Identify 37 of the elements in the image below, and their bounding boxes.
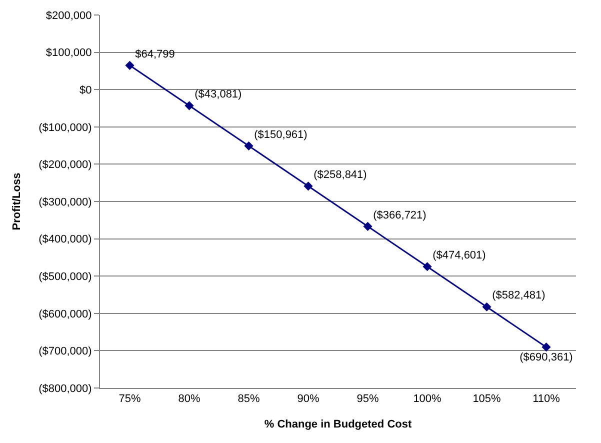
y-tick-label: ($100,000) [38, 122, 92, 134]
point [482, 302, 492, 312]
data-label: ($366,721) [373, 209, 426, 222]
x-tick-label: 105% [472, 393, 502, 406]
data-label: ($43,081) [194, 88, 242, 101]
data-label: ($474,601) [432, 250, 486, 262]
y-tick-label: $200,000 [46, 10, 92, 22]
y-tick-label: ($800,000) [38, 382, 92, 395]
point [304, 182, 313, 191]
x-tick-label: 110% [532, 393, 560, 406]
x-tick-label: 90% [297, 393, 320, 406]
y-tick-label: ($400,000) [38, 234, 92, 246]
point [244, 141, 254, 150]
x-tick-label: 80% [178, 393, 200, 406]
y-tick-label: ($600,000) [38, 308, 92, 320]
x-tick-label: 95% [356, 393, 379, 406]
y-tick-label: ($300,000) [38, 196, 92, 208]
point [125, 60, 134, 70]
x-tick-label: 100% [413, 393, 442, 406]
data-label: ($150,961) [254, 128, 308, 141]
y-tick-label: $100,000 [46, 47, 92, 60]
point [422, 262, 432, 272]
data-label: $64,799 [135, 48, 175, 60]
x-tick-label: 75% [118, 393, 141, 406]
point [363, 222, 372, 231]
x-tick-label: 85% [238, 393, 260, 406]
y-tick-label: ($700,000) [38, 346, 92, 358]
point [542, 342, 551, 352]
data-label: ($690,361) [520, 352, 573, 364]
point [184, 101, 194, 110]
x-axis-title: % Change in Budgeted Cost [264, 418, 412, 430]
data-label: ($258,841) [314, 169, 367, 182]
y-tick-label: ($500,000) [38, 270, 92, 283]
y-axis-title: Profit/Loss [11, 172, 24, 230]
data-label: ($582,481) [492, 290, 546, 302]
y-tick-label: $0 [80, 84, 92, 96]
y-tick-label: ($200,000) [38, 159, 92, 172]
